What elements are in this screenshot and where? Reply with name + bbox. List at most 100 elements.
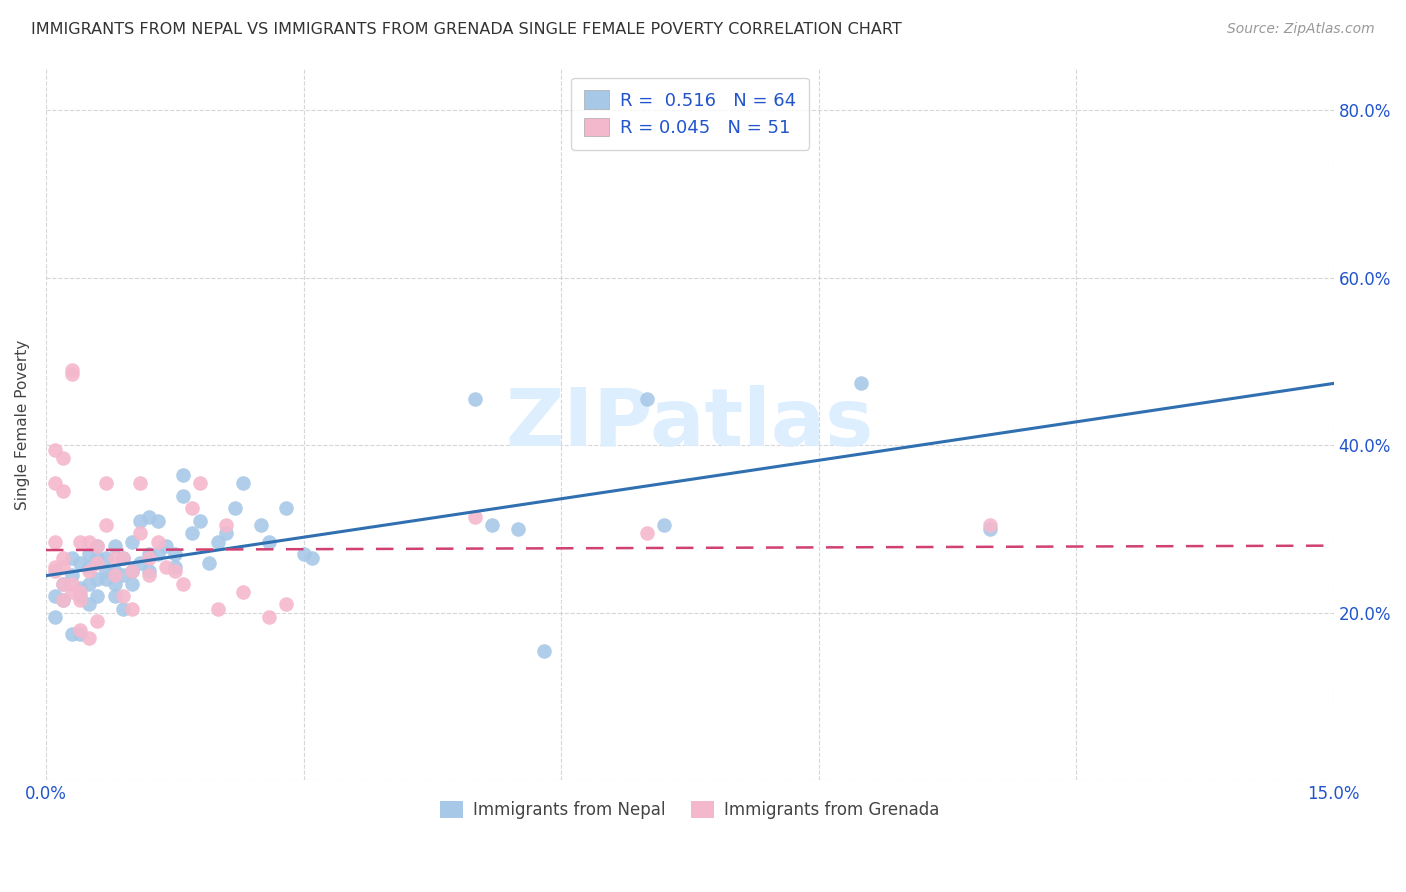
- Point: [69, 589, 91, 603]
- Point: [224, 501, 246, 516]
- Point: [69, 623, 91, 637]
- Point: [77, 534, 100, 549]
- Point: [112, 551, 135, 566]
- Point: [121, 601, 143, 615]
- Point: [533, 643, 555, 657]
- Point: [86, 614, 108, 628]
- Point: [138, 564, 160, 578]
- Point: [44, 442, 66, 457]
- Point: [69, 556, 91, 570]
- Point: [146, 534, 169, 549]
- Y-axis label: Single Female Poverty: Single Female Poverty: [15, 339, 30, 509]
- Point: [60, 363, 83, 377]
- Point: [86, 539, 108, 553]
- Point: [94, 517, 117, 532]
- Point: [52, 593, 75, 607]
- Point: [190, 476, 212, 491]
- Point: [94, 551, 117, 566]
- Point: [52, 576, 75, 591]
- Point: [112, 568, 135, 582]
- Point: [163, 547, 186, 561]
- Point: [464, 509, 486, 524]
- Text: Source: ZipAtlas.com: Source: ZipAtlas.com: [1227, 22, 1375, 37]
- Point: [180, 526, 202, 541]
- Point: [129, 556, 152, 570]
- Point: [146, 514, 169, 528]
- Point: [94, 476, 117, 491]
- Point: [86, 551, 108, 566]
- Point: [257, 610, 280, 624]
- Point: [636, 526, 658, 541]
- Point: [52, 450, 75, 465]
- Point: [60, 551, 83, 566]
- Point: [163, 559, 186, 574]
- Point: [44, 564, 66, 578]
- Point: [104, 564, 127, 578]
- Point: [464, 392, 486, 407]
- Point: [508, 522, 530, 536]
- Point: [77, 564, 100, 578]
- Point: [77, 598, 100, 612]
- Point: [207, 534, 229, 549]
- Point: [60, 367, 83, 381]
- Point: [172, 467, 194, 482]
- Point: [44, 589, 66, 603]
- Point: [138, 509, 160, 524]
- Point: [215, 517, 238, 532]
- Point: [979, 522, 1001, 536]
- Point: [52, 559, 75, 574]
- Point: [292, 547, 315, 561]
- Point: [86, 589, 108, 603]
- Point: [94, 572, 117, 586]
- Point: [851, 376, 873, 390]
- Point: [979, 517, 1001, 532]
- Point: [52, 576, 75, 591]
- Point: [301, 551, 323, 566]
- Point: [69, 593, 91, 607]
- Point: [52, 551, 75, 566]
- Point: [190, 514, 212, 528]
- Point: [94, 564, 117, 578]
- Point: [172, 489, 194, 503]
- Point: [207, 601, 229, 615]
- Point: [180, 501, 202, 516]
- Point: [121, 576, 143, 591]
- Point: [104, 589, 127, 603]
- Point: [121, 564, 143, 578]
- Point: [69, 534, 91, 549]
- Point: [121, 564, 143, 578]
- Point: [86, 572, 108, 586]
- Point: [163, 564, 186, 578]
- Point: [86, 556, 108, 570]
- Point: [138, 568, 160, 582]
- Point: [104, 568, 127, 582]
- Point: [77, 631, 100, 645]
- Point: [198, 556, 221, 570]
- Point: [276, 598, 298, 612]
- Point: [249, 517, 271, 532]
- Point: [652, 517, 675, 532]
- Text: IMMIGRANTS FROM NEPAL VS IMMIGRANTS FROM GRENADA SINGLE FEMALE POVERTY CORRELATI: IMMIGRANTS FROM NEPAL VS IMMIGRANTS FROM…: [31, 22, 901, 37]
- Point: [129, 526, 152, 541]
- Point: [215, 526, 238, 541]
- Point: [129, 514, 152, 528]
- Point: [69, 585, 91, 599]
- Point: [69, 581, 91, 595]
- Point: [121, 534, 143, 549]
- Point: [44, 476, 66, 491]
- Point: [44, 534, 66, 549]
- Point: [52, 484, 75, 499]
- Point: [86, 539, 108, 553]
- Point: [276, 501, 298, 516]
- Point: [52, 593, 75, 607]
- Point: [77, 576, 100, 591]
- Point: [481, 517, 503, 532]
- Point: [155, 559, 177, 574]
- Legend: Immigrants from Nepal, Immigrants from Grenada: Immigrants from Nepal, Immigrants from G…: [433, 794, 946, 825]
- Point: [77, 559, 100, 574]
- Point: [112, 601, 135, 615]
- Point: [138, 551, 160, 566]
- Point: [60, 585, 83, 599]
- Point: [138, 547, 160, 561]
- Point: [77, 547, 100, 561]
